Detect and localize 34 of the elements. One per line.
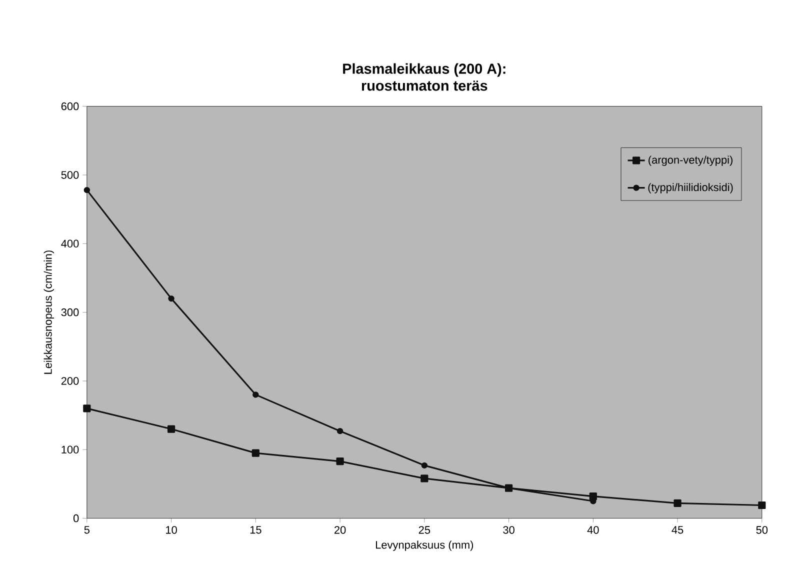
point	[167, 425, 176, 433]
x-tick-label: 10	[166, 526, 177, 534]
y-tick-label: 400	[61, 240, 79, 248]
x-tick-label: 30	[503, 526, 514, 534]
y-tick-label: 0	[73, 514, 79, 522]
x-tick-label: 20	[334, 526, 346, 534]
point	[758, 501, 766, 510]
legend-label: (argon-vety/typpi)	[648, 156, 732, 166]
point	[252, 392, 259, 398]
point	[420, 474, 428, 482]
point	[84, 186, 90, 194]
x-tick-label: 15	[250, 526, 262, 534]
point	[252, 449, 260, 457]
y-tick-label: 300	[61, 308, 79, 316]
x-tick-label: 45	[672, 526, 684, 534]
y-tick-label: 600	[61, 102, 79, 110]
x-tick-label: 50	[756, 526, 768, 534]
x-tick-label: 5	[84, 526, 90, 534]
chart-title: Plasmaleikkaus (200 A): ruostumaton teräs	[343, 63, 506, 91]
point	[336, 458, 344, 466]
point	[589, 492, 597, 500]
point	[421, 462, 428, 469]
y-axis-title: Leikkausnopeus (cm/min)	[44, 250, 54, 374]
x-tick-label: 25	[418, 526, 430, 534]
y-tick-label: 200	[61, 377, 79, 385]
point	[83, 404, 91, 412]
x-axis-title: Levynpaksuus (mm)	[376, 540, 474, 551]
legend-label: (typpi/hiilidioksidi)	[648, 183, 733, 194]
x-tick-label: 40	[587, 526, 599, 534]
y-tick-label: 100	[62, 446, 79, 454]
point	[336, 428, 344, 434]
point	[674, 499, 682, 507]
y-tick-label: 500	[61, 171, 79, 179]
point	[168, 295, 174, 302]
